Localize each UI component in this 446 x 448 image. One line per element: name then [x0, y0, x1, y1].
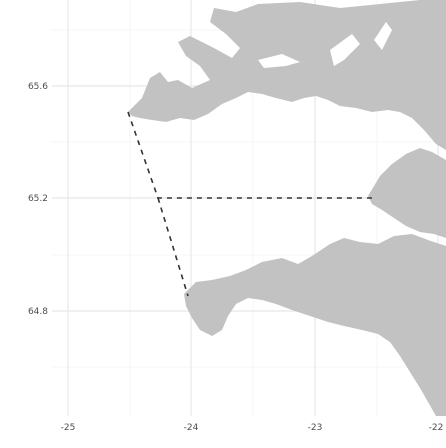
- y-axis: 65.6 65.2 64.8: [28, 82, 48, 317]
- x-tick-label: -25: [61, 423, 76, 433]
- x-tick-label: -24: [184, 423, 199, 433]
- y-tick-label: 65.2: [28, 194, 48, 204]
- x-axis: -25 -24 -23 -22: [61, 423, 444, 433]
- y-tick-label: 64.8: [28, 307, 48, 317]
- land-central-east: [368, 148, 446, 238]
- dashed-route-line-south: [157, 197, 189, 297]
- land-south-peninsula: [184, 234, 446, 416]
- water-inlet-3: [374, 22, 392, 50]
- water-inlet-1: [258, 54, 300, 68]
- land-northwest-peninsula: [128, 0, 446, 150]
- land-masses: [128, 0, 446, 416]
- x-tick-label: -23: [308, 423, 323, 433]
- water-inlet-2: [330, 34, 360, 66]
- x-tick-label: -22: [429, 423, 444, 433]
- y-tick-label: 65.6: [28, 82, 48, 92]
